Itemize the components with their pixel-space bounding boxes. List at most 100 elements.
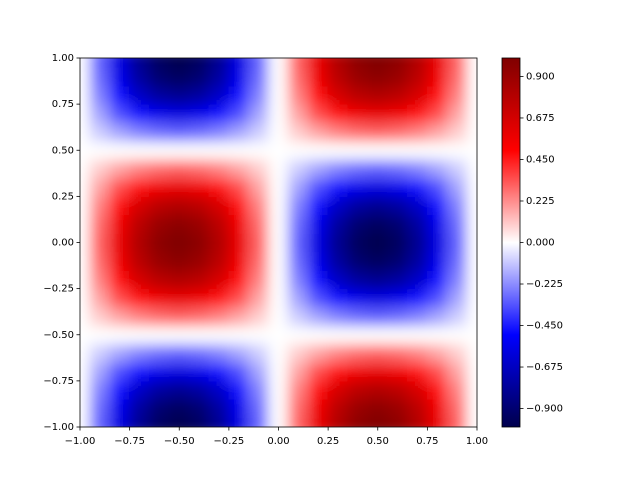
contour-cell xyxy=(148,325,170,345)
contour-cell xyxy=(208,306,230,327)
contour-cell xyxy=(168,195,190,216)
contour-cell xyxy=(466,195,477,216)
contour-cell xyxy=(387,103,409,124)
contour-cell xyxy=(208,325,230,345)
contour-cell xyxy=(188,177,210,197)
contour-cell xyxy=(426,140,448,160)
colorbar-tick-label: 0.450 xyxy=(526,154,555,165)
contour-cell xyxy=(466,343,477,363)
contour-cell xyxy=(327,417,349,427)
contour-cell xyxy=(168,58,190,68)
contour-cell xyxy=(208,140,230,160)
contour-cell xyxy=(109,58,131,68)
contour-cell xyxy=(307,214,329,234)
contour-cell xyxy=(367,288,389,308)
contour-cell xyxy=(188,288,210,308)
contour-cell xyxy=(307,140,329,160)
contour-cell xyxy=(248,232,270,253)
contour-cell xyxy=(248,380,270,400)
contour-cell xyxy=(347,269,369,290)
contour-cell xyxy=(287,288,309,308)
contour-cell xyxy=(109,417,131,427)
contour-cell xyxy=(129,417,150,427)
contour-cell xyxy=(287,195,309,216)
contour-cell xyxy=(129,103,150,124)
contour-cell xyxy=(109,361,131,382)
contour-cell xyxy=(287,85,309,105)
contour-cell xyxy=(387,85,409,105)
contour-cell xyxy=(188,85,210,105)
contour-cell xyxy=(426,380,448,400)
contour-cell xyxy=(426,158,448,179)
contour-cell xyxy=(268,398,289,419)
contour-cell xyxy=(387,325,409,345)
contour-cell xyxy=(80,214,91,234)
contour-cell xyxy=(109,380,131,400)
contour-cell xyxy=(367,398,389,419)
contour-cell xyxy=(426,66,448,87)
contour-cell xyxy=(228,122,250,142)
contour-cell xyxy=(188,158,210,179)
contour-cell xyxy=(208,251,230,271)
contour-cell xyxy=(426,195,448,216)
contour-cell xyxy=(228,325,250,345)
contour-cell xyxy=(228,288,250,308)
contour-cell xyxy=(268,177,289,197)
contour-cell xyxy=(248,103,270,124)
contour-cell xyxy=(426,325,448,345)
contour-cell xyxy=(228,177,250,197)
contour-cell xyxy=(367,214,389,234)
contour-cell xyxy=(387,122,409,142)
contour-cell xyxy=(327,306,349,327)
y-tick-label: −0.50 xyxy=(43,330,74,341)
contour-cell xyxy=(307,417,329,427)
contour-cell xyxy=(80,343,91,363)
contour-cell xyxy=(248,195,270,216)
contour-cell xyxy=(109,85,131,105)
contour-cell xyxy=(446,269,468,290)
contour-cell xyxy=(466,58,477,68)
contour-cell xyxy=(327,361,349,382)
contour-cell xyxy=(407,343,428,363)
contour-cell xyxy=(426,288,448,308)
contour-cell xyxy=(268,122,289,142)
contour-cell xyxy=(307,343,329,363)
contour-cell xyxy=(268,158,289,179)
contour-cell xyxy=(387,58,409,68)
colorbar-tick-label: −0.450 xyxy=(526,321,563,332)
contour-cell xyxy=(188,361,210,382)
contour-cell xyxy=(426,214,448,234)
contour-cell xyxy=(446,343,468,363)
contour-cell xyxy=(426,251,448,271)
contour-cell xyxy=(228,251,250,271)
contour-cell xyxy=(89,85,111,105)
contour-cell xyxy=(387,177,409,197)
contour-cell xyxy=(208,85,230,105)
contour-cell xyxy=(208,288,230,308)
contour-cell xyxy=(168,140,190,160)
contour-cell xyxy=(327,288,349,308)
contour-cell xyxy=(89,251,111,271)
contour-cell xyxy=(109,122,131,142)
contour-cell xyxy=(109,251,131,271)
contour-cell xyxy=(347,85,369,105)
contour-cell xyxy=(208,195,230,216)
contour-cell xyxy=(268,195,289,216)
contour-cell xyxy=(208,232,230,253)
contour-cell xyxy=(407,306,428,327)
contour-cell xyxy=(367,66,389,87)
contour-cell xyxy=(188,269,210,290)
contour-cell xyxy=(188,343,210,363)
contour-cell xyxy=(168,66,190,87)
contour-cell xyxy=(148,177,170,197)
contour-cell xyxy=(148,103,170,124)
contour-cell xyxy=(446,306,468,327)
contour-cell xyxy=(407,158,428,179)
contour-cell xyxy=(327,232,349,253)
contour-cell xyxy=(327,269,349,290)
contour-cell xyxy=(248,66,270,87)
contour-cell xyxy=(446,398,468,419)
y-tick-label: −0.75 xyxy=(43,376,74,387)
contour-cell xyxy=(287,122,309,142)
contour-cell xyxy=(168,251,190,271)
